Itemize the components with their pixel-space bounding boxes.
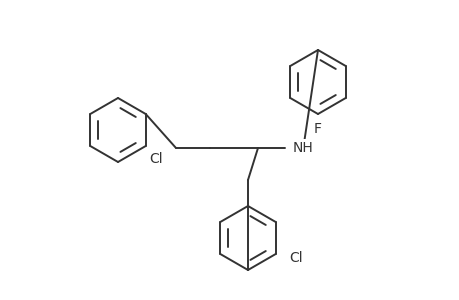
Text: Cl: Cl [149, 152, 163, 166]
Text: Cl: Cl [289, 251, 302, 265]
Text: NH: NH [292, 141, 313, 155]
Text: F: F [313, 122, 321, 136]
